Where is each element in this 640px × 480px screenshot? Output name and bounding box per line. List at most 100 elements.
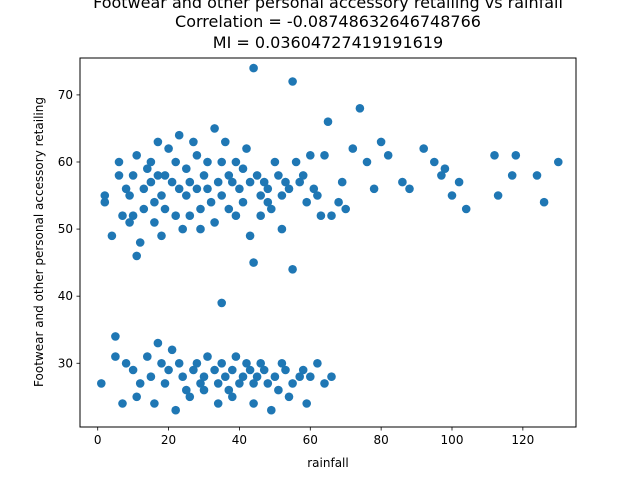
data-point xyxy=(302,399,312,408)
data-point xyxy=(213,177,223,187)
data-point xyxy=(245,365,255,375)
data-point xyxy=(249,63,258,73)
data-point xyxy=(196,224,205,234)
data-point xyxy=(256,359,266,368)
data-point xyxy=(221,137,230,147)
data-point xyxy=(189,365,198,375)
data-point xyxy=(306,372,315,382)
x-tick-label: 100 xyxy=(441,433,464,447)
data-point xyxy=(323,117,333,126)
data-point xyxy=(281,365,290,375)
data-point xyxy=(231,211,241,220)
data-point xyxy=(405,184,414,194)
data-point xyxy=(235,379,244,388)
data-point xyxy=(128,365,138,375)
data-point xyxy=(440,164,450,173)
data-point xyxy=(132,251,141,261)
data-point xyxy=(263,379,273,388)
data-point xyxy=(164,365,173,375)
data-point xyxy=(118,211,127,220)
data-point xyxy=(196,204,205,214)
data-point xyxy=(139,184,149,194)
data-point xyxy=(132,392,141,402)
data-point xyxy=(242,144,251,153)
data-point xyxy=(167,345,177,355)
data-point xyxy=(281,177,290,187)
data-point xyxy=(228,177,237,187)
data-point xyxy=(118,399,127,408)
data-point xyxy=(125,218,134,227)
data-point xyxy=(174,130,184,140)
data-point xyxy=(164,144,173,153)
data-point xyxy=(263,197,273,207)
data-point xyxy=(206,197,216,207)
data-point xyxy=(213,379,223,388)
data-point xyxy=(291,157,301,167)
x-tick-label: 120 xyxy=(511,433,534,447)
data-point xyxy=(153,171,163,180)
chart-title-line-3: MI = 0.03604727419191619 xyxy=(213,33,443,52)
y-tick-label: 30 xyxy=(58,356,73,370)
data-point xyxy=(157,231,166,241)
chart-title-line-1: Footwear and other personal accessory re… xyxy=(93,0,563,12)
data-point xyxy=(447,191,457,200)
x-tick-label: 40 xyxy=(232,433,247,447)
data-point xyxy=(121,359,131,368)
data-point xyxy=(171,211,180,220)
data-point xyxy=(507,171,517,180)
data-point xyxy=(274,385,283,395)
data-point xyxy=(217,191,226,200)
data-point xyxy=(185,177,195,187)
data-point xyxy=(238,164,248,173)
data-point xyxy=(288,77,297,86)
data-point xyxy=(419,144,429,153)
data-point xyxy=(383,151,393,160)
data-point xyxy=(334,197,343,207)
data-point xyxy=(160,204,170,214)
y-tick-label: 50 xyxy=(58,222,73,236)
data-point xyxy=(125,191,134,200)
data-point xyxy=(217,157,226,167)
data-point xyxy=(270,372,280,382)
data-point xyxy=(313,191,322,200)
data-point xyxy=(228,365,237,375)
data-point xyxy=(228,392,237,402)
data-point xyxy=(182,164,191,173)
data-point xyxy=(298,171,308,180)
data-point xyxy=(146,372,156,382)
data-point xyxy=(348,144,358,153)
data-point xyxy=(288,265,297,274)
data-point xyxy=(288,379,297,388)
data-point xyxy=(430,157,439,167)
data-point xyxy=(221,372,230,382)
data-point xyxy=(157,359,166,368)
x-tick-label: 80 xyxy=(374,433,389,447)
data-point xyxy=(320,379,329,388)
data-point xyxy=(143,352,152,361)
data-points xyxy=(97,63,563,415)
data-point xyxy=(270,157,280,167)
x-axis-ticks: 0 20 40 60 80 100 120 xyxy=(94,427,534,447)
data-point xyxy=(235,184,244,194)
data-point xyxy=(231,157,241,167)
data-point xyxy=(320,151,329,160)
y-axis-label: Footwear and other personal accessory re… xyxy=(32,97,46,387)
data-point xyxy=(252,372,262,382)
data-point xyxy=(97,379,106,388)
data-point xyxy=(210,218,219,227)
data-point xyxy=(490,151,499,160)
data-point xyxy=(189,137,198,147)
data-point xyxy=(199,171,209,180)
data-point xyxy=(316,211,326,220)
data-point xyxy=(128,171,138,180)
data-point xyxy=(259,177,269,187)
data-point xyxy=(238,372,248,382)
data-point xyxy=(256,191,266,200)
data-point xyxy=(114,157,124,167)
data-point xyxy=(242,359,251,368)
data-point xyxy=(199,372,209,382)
data-point xyxy=(231,352,241,361)
data-point xyxy=(146,177,156,187)
data-point xyxy=(327,372,336,382)
